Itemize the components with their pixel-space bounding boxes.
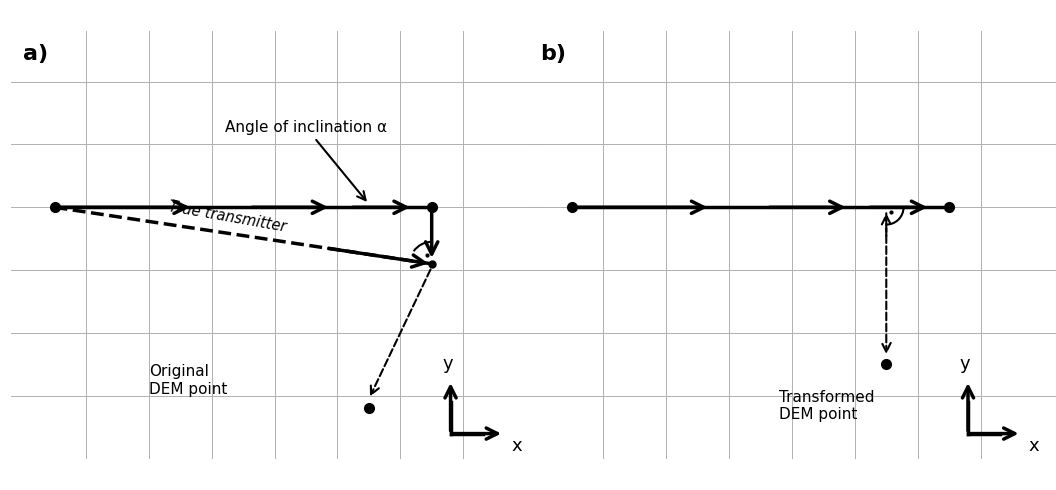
Text: True transmitter: True transmitter bbox=[168, 199, 287, 234]
Text: b): b) bbox=[541, 44, 567, 64]
Text: Angle of inclination α: Angle of inclination α bbox=[225, 120, 388, 200]
Text: x: x bbox=[511, 437, 522, 455]
Text: y: y bbox=[442, 355, 453, 372]
Text: Original
DEM point: Original DEM point bbox=[149, 365, 227, 397]
Text: y: y bbox=[960, 355, 970, 372]
Text: x: x bbox=[1029, 437, 1039, 455]
Text: Transformed
DEM point: Transformed DEM point bbox=[779, 390, 875, 422]
Text: a): a) bbox=[23, 44, 49, 64]
